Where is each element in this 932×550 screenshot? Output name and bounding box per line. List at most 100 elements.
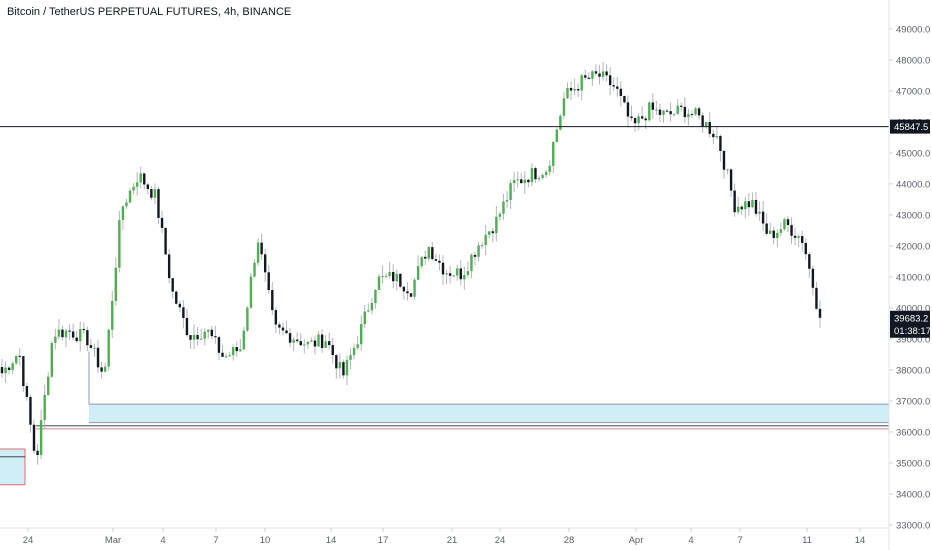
candle-body — [733, 190, 736, 213]
resistance-price-label-bg — [890, 119, 930, 134]
candle-body — [676, 105, 679, 114]
candle-body — [509, 183, 512, 201]
candle-body — [591, 71, 594, 79]
candle-body — [537, 178, 541, 180]
candle-body — [310, 340, 313, 342]
candle-body — [640, 116, 644, 119]
candle-body — [683, 106, 687, 118]
candle-body — [29, 396, 32, 425]
current-price-label-bg — [890, 310, 930, 338]
y-tick-label: 40000.0 — [896, 303, 930, 314]
candle-body — [196, 334, 199, 340]
candle-body — [779, 229, 783, 233]
candle-body — [498, 213, 502, 217]
candle-body — [0, 367, 4, 374]
candle-body — [744, 201, 747, 210]
candle-body — [694, 108, 697, 115]
candle-body — [448, 273, 452, 276]
candle-body — [765, 223, 768, 234]
candle-body — [566, 87, 569, 99]
candle-body — [125, 202, 128, 207]
candle-body — [712, 133, 715, 138]
candle-body — [25, 386, 29, 397]
candle-body — [253, 262, 256, 277]
candle-body — [811, 268, 815, 288]
candle-body — [495, 216, 498, 234]
candle-body — [740, 206, 743, 210]
candle-body — [555, 129, 559, 143]
candle-body — [470, 254, 473, 272]
candle-body — [672, 113, 676, 115]
support-zone — [89, 404, 889, 423]
candle-body — [217, 337, 221, 353]
x-tick-label: 10 — [260, 535, 271, 546]
candle-body — [317, 334, 320, 347]
candle-body — [242, 330, 246, 350]
candle-body — [413, 279, 416, 297]
candle-body — [384, 275, 388, 277]
resistance-price-label: 45847.5 — [894, 122, 928, 133]
candle-body — [402, 286, 406, 292]
candle-body — [100, 367, 103, 372]
y-tick-label: 39000.0 — [896, 334, 930, 345]
candle-body — [22, 356, 25, 387]
candle-body — [299, 341, 302, 346]
y-tick-label: 44000.0 — [896, 179, 930, 190]
candle-body — [135, 182, 139, 187]
candle-body — [772, 230, 775, 239]
y-tick-label: 45000.0 — [896, 148, 930, 159]
candle-body — [256, 242, 260, 263]
y-tick-label: 34000.0 — [896, 490, 930, 501]
candle-body — [335, 355, 338, 369]
candle-body — [61, 329, 64, 338]
candle-body — [164, 227, 167, 255]
time-axis: 24 Mar 4 7 10 14 17 21 24 28 Apr 4 7 11 14 — [23, 528, 865, 546]
candle-body — [75, 337, 78, 342]
candle-body — [377, 276, 381, 290]
candle-body — [43, 394, 46, 421]
candle-body — [260, 242, 263, 255]
current-price-label: 39683.2 — [894, 313, 928, 324]
candle-body — [406, 291, 409, 294]
candle-body — [157, 189, 160, 218]
candle-body — [103, 366, 107, 372]
candle-body — [562, 98, 566, 116]
candle-body — [79, 328, 82, 342]
candle-body — [488, 231, 491, 235]
candle-body — [71, 331, 75, 338]
candle-body — [776, 232, 779, 239]
candle-body — [392, 271, 395, 282]
candle-body — [648, 102, 651, 121]
candle-body — [644, 118, 647, 121]
candle-body — [139, 173, 142, 183]
candle-body — [189, 335, 192, 340]
y-tick-label: 33000.0 — [896, 521, 930, 532]
candle-body — [381, 275, 384, 277]
y-tick-label: 37000.0 — [896, 396, 930, 407]
candle-body — [569, 87, 573, 91]
candle-body — [409, 293, 413, 297]
candle-body — [516, 179, 519, 181]
candle-body — [804, 242, 807, 255]
candle-body — [769, 230, 772, 234]
candle-body — [111, 300, 114, 330]
candle-body — [630, 116, 633, 119]
candle-body — [651, 102, 655, 110]
candle-body — [32, 424, 36, 451]
candle-body — [445, 273, 448, 275]
candle-body — [559, 115, 562, 130]
candle-body — [349, 355, 352, 360]
candle-body — [424, 256, 427, 259]
candle-body — [374, 289, 377, 304]
candle-body — [224, 356, 228, 358]
candle-body — [580, 75, 583, 91]
candle-body — [18, 355, 21, 357]
candle-body — [39, 420, 43, 456]
candle-body — [797, 236, 800, 238]
candle-body — [356, 344, 359, 348]
candle-body — [295, 339, 299, 342]
candle-body — [338, 362, 342, 369]
candle-body — [228, 355, 231, 357]
candle-body — [793, 235, 797, 238]
